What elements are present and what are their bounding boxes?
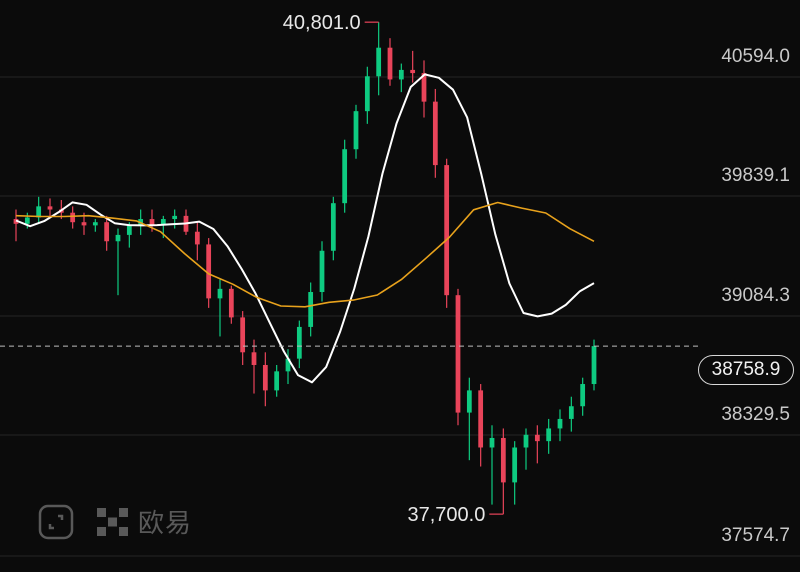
candle-body [364,76,370,112]
candle-body [172,215,178,220]
moving-average-line [15,73,595,384]
okx-logo-icon [97,507,128,536]
candle-body [455,295,461,413]
candle-body [432,101,438,166]
candle-body [580,384,586,407]
candle-body [353,111,359,150]
candle-body [24,217,30,224]
candle-body [319,250,325,293]
candle-body [296,326,302,359]
high-price-annotation: 40,801.0 [283,12,361,34]
candle-body [217,288,223,299]
candle-body [194,231,200,245]
candle-body [546,428,552,442]
candle-body [81,222,87,226]
low-price-annotation: 37,700.0 [407,504,485,526]
y-axis-tick-label: 40594.0 [721,46,790,67]
candle-body [262,364,268,391]
candle-body [534,434,540,442]
candle-body [512,447,518,483]
moving-average-line [15,201,595,308]
candle-body [228,288,234,318]
okx-watermark: 欧易 [38,503,192,540]
candle-body [376,47,382,77]
candle-body [466,390,472,413]
y-axis-tick-label: 39084.3 [721,285,790,306]
candle-body [523,434,529,448]
candle-body [149,219,155,226]
candle-body [285,358,291,372]
candle-body [104,222,110,242]
candle-body [421,73,427,102]
candle-body [410,69,416,74]
candle-body [274,371,280,391]
candle-body [330,203,336,251]
current-price-badge[interactable]: 38758.9 [698,355,794,385]
candle-body [92,222,98,226]
high-low-annotations: 40,801.0 37,700.0 [283,12,504,526]
fullscreen-icon[interactable] [38,504,74,540]
candle-body [47,206,53,210]
watermark-text: 欧易 [138,509,193,539]
y-axis-tick-label: 39839.1 [721,165,790,186]
grid-lines [0,76,800,557]
y-axis-tick-label: 38329.5 [721,404,790,425]
y-axis-labels: 40594.0 39839.1 39084.3 38329.5 37574.7 [721,46,790,546]
candle-body [489,437,495,448]
candle-body [342,149,348,204]
candle-body [568,406,574,419]
current-price-value: 38758.9 [711,359,781,380]
candle-body [251,352,257,365]
candle-body [591,346,597,385]
candle-body [308,292,314,327]
y-axis-tick-label: 37574.7 [721,525,790,546]
candle-body [115,234,121,242]
candle-body [387,47,393,80]
candle-body [444,165,450,296]
candle-body [478,390,484,448]
moving-average-lines [15,73,595,384]
candle-body [398,69,404,80]
candle-body [70,212,76,223]
candle-body [500,437,506,483]
candles [13,22,597,515]
candle-body [240,317,246,353]
candle-body [160,219,166,226]
candle-body [206,244,212,299]
candle-body [126,225,132,235]
candle-body [36,206,42,218]
candle-body [557,418,563,429]
